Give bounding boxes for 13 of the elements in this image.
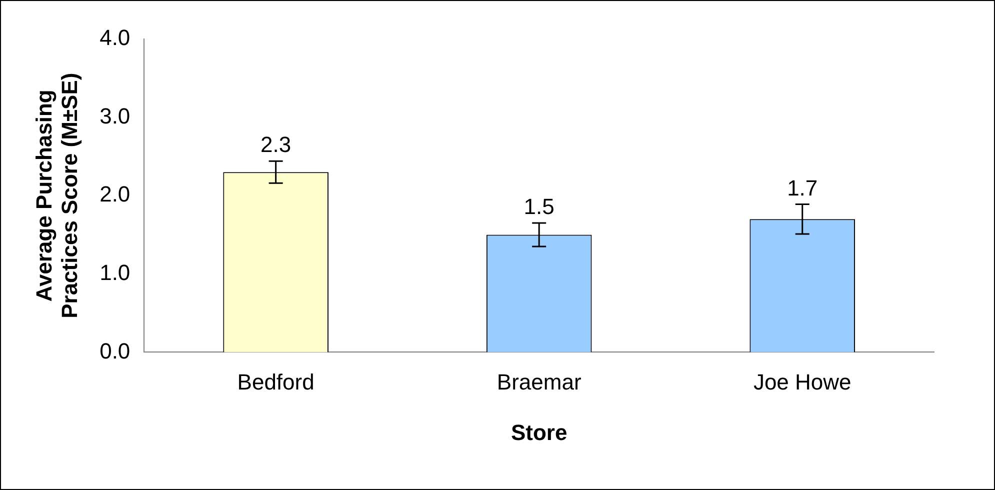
y-tick-label: 1.0 [100,260,130,285]
y-tick-label: 2.0 [100,182,130,207]
y-tick-label: 3.0 [100,103,130,128]
data-label: 1.7 [787,175,818,200]
data-label: 2.3 [260,132,292,158]
y-tick-label: 0.0 [100,338,130,364]
y-axis-title: Average Purchasing Practices Score (M±SE) [32,72,82,318]
x-tick-label: Braemar [496,369,582,394]
x-tick-label: Bedford [237,369,314,394]
data-label: 1.5 [524,194,554,220]
x-tick-label: Joe Howe [753,369,852,394]
y-tick-label: 4.0 [100,25,130,50]
x-axis-title: Store [510,420,568,445]
